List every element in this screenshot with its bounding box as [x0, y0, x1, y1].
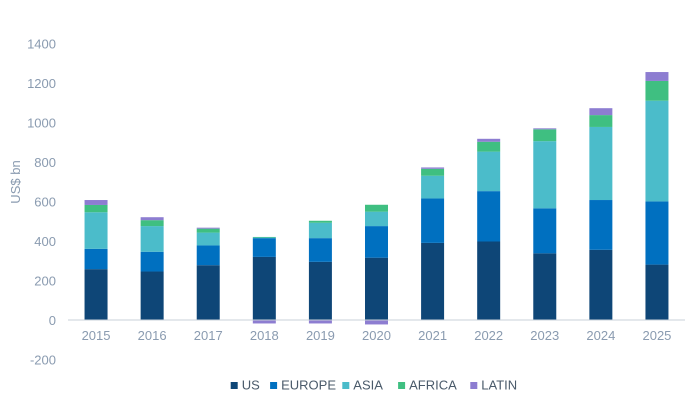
bar-latin-2015: [84, 200, 108, 205]
x-tick-label: 2024: [586, 328, 615, 343]
bar-latin-2021: [421, 167, 445, 169]
x-tick-label: 2018: [250, 328, 279, 343]
x-tick-label: 2022: [474, 328, 503, 343]
bar-us-2016: [140, 271, 164, 321]
x-tick-label: 2020: [362, 328, 391, 343]
bar-europe-2020: [365, 226, 388, 258]
bar-asia-2018: [252, 237, 276, 239]
legend-item-latin: LATIN: [470, 378, 517, 393]
legend-swatch: [342, 382, 350, 389]
bar-europe-2022: [477, 191, 501, 242]
bar-us-2021: [421, 242, 445, 321]
bar-us-2019: [308, 261, 332, 321]
bar-africa-2025: [645, 80, 669, 101]
legend-label: EUROPE: [281, 378, 336, 393]
bar-latin-2022: [477, 138, 501, 142]
bar-europe-2019: [308, 238, 332, 262]
bar-us-2024: [589, 249, 613, 321]
legend-item-us: US: [230, 378, 260, 393]
y-axis-title: US$ bn: [8, 160, 23, 203]
legend-swatch: [470, 382, 478, 389]
y-tick-label: 1400: [27, 37, 56, 52]
y-tick-label: 800: [34, 155, 56, 170]
bar-europe-2016: [140, 251, 164, 272]
bar-europe-2018: [252, 238, 276, 257]
bar-latin-2017: [196, 227, 220, 229]
x-tick-label: 2019: [306, 328, 335, 343]
bar-latin-2020: [365, 320, 388, 325]
bar-us-2018: [252, 256, 276, 321]
bar-latin-2019: [308, 320, 332, 324]
bar-latin-2023: [533, 128, 557, 130]
bar-europe-2017: [196, 245, 220, 266]
bar-us-2020: [365, 257, 388, 321]
bar-asia-2023: [533, 141, 557, 209]
bar-africa-2024: [589, 115, 613, 127]
x-tick-label: 2023: [530, 328, 559, 343]
bar-asia-2016: [140, 226, 164, 252]
bar-europe-2023: [533, 208, 557, 254]
x-tick-label: 2017: [194, 328, 223, 343]
bar-latin-2025: [645, 72, 669, 81]
bar-us-2017: [196, 265, 220, 321]
bar-latin-2016: [140, 217, 164, 221]
bar-us-2025: [645, 264, 669, 321]
bar-asia-2017: [196, 232, 220, 246]
x-axis-ticks: 2015 2016 2017 2018 2019 2020 2021 2022 2023 2024…: [82, 328, 672, 343]
legend-item-africa: AFRICA: [398, 378, 457, 393]
bar-africa-2022: [477, 141, 501, 152]
bar-asia-2020: [365, 211, 388, 227]
bar-africa-2018: [252, 236, 276, 238]
bar-africa-2021: [421, 168, 445, 176]
bar-us-2023: [533, 253, 557, 321]
bar-asia-2022: [477, 151, 501, 192]
y-tick-label: -200: [30, 353, 56, 368]
bar-asia-2024: [589, 126, 613, 201]
bar-latin-2024: [589, 108, 613, 116]
legend-item-europe: EUROPE: [270, 378, 336, 393]
y-tick-label: 1000: [27, 116, 56, 131]
legend-swatch: [398, 382, 406, 389]
bar-europe-2024: [589, 200, 613, 250]
x-tick-label: 2016: [138, 328, 167, 343]
y-axis-ticks: -200 0 200 400 600 800 1000 1200 1400: [27, 37, 56, 368]
bar-africa-2017: [196, 228, 220, 233]
y-tick-label: 1200: [27, 76, 56, 91]
legend-label: ASIA: [353, 378, 383, 393]
y-tick-label: 400: [34, 234, 56, 249]
legend-label: US: [242, 378, 260, 393]
legend-swatch: [230, 382, 238, 389]
bar-africa-2016: [140, 220, 164, 227]
bar-us-2022: [477, 241, 501, 321]
bars: [84, 72, 669, 325]
bar-asia-2025: [645, 100, 669, 202]
legend-label: AFRICA: [409, 378, 457, 393]
legend-label: LATIN: [481, 378, 517, 393]
x-tick-label: 2015: [82, 328, 111, 343]
bar-latin-2018: [252, 320, 276, 324]
bar-europe-2021: [421, 198, 445, 243]
y-tick-label: 600: [34, 195, 56, 210]
bar-asia-2019: [308, 222, 332, 239]
bar-asia-2015: [84, 212, 108, 249]
bar-asia-2021: [421, 175, 445, 199]
legend-swatch: [270, 382, 278, 389]
bar-africa-2019: [308, 220, 332, 223]
bar-europe-2025: [645, 201, 669, 265]
bar-us-2015: [84, 269, 108, 321]
x-tick-label: 2021: [418, 328, 447, 343]
bar-africa-2023: [533, 129, 557, 142]
y-tick-label: 200: [34, 274, 56, 289]
x-tick-label: 2025: [642, 328, 671, 343]
bar-africa-2020: [365, 204, 388, 212]
bar-europe-2015: [84, 248, 108, 270]
bar-africa-2015: [84, 204, 108, 213]
y-tick-label: 0: [49, 313, 56, 328]
legend: US EUROPE ASIA AFRICA LATIN: [230, 378, 517, 393]
legend-item-asia: ASIA: [342, 378, 383, 393]
